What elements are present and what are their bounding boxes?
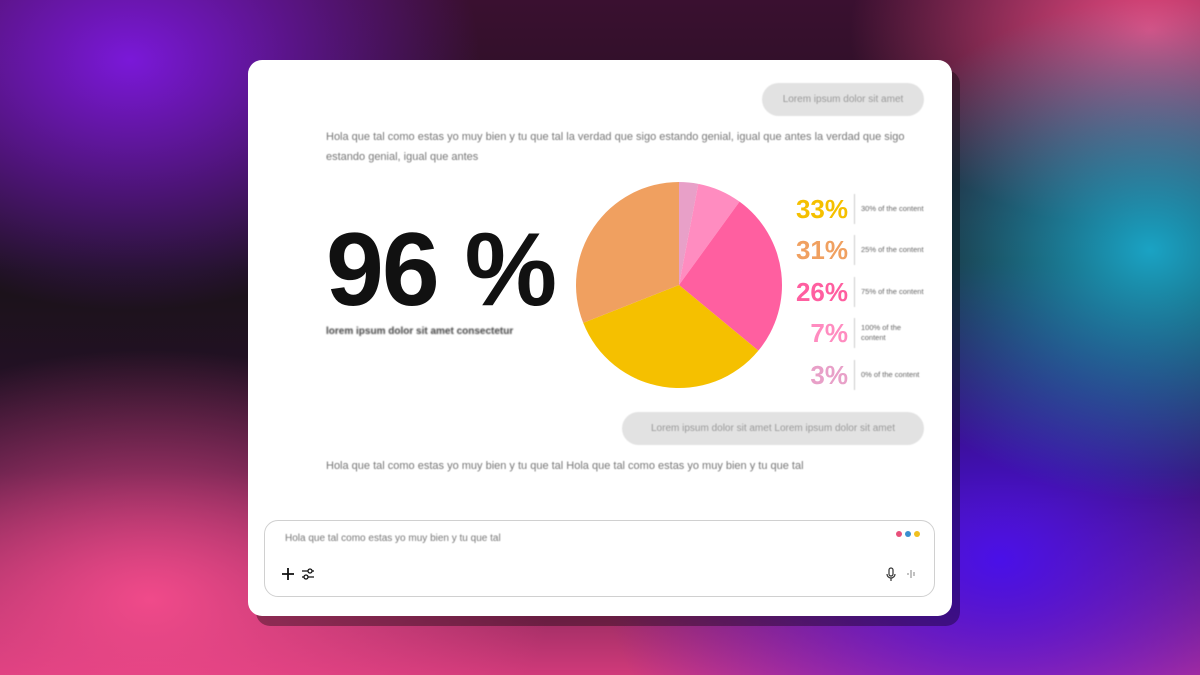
- legend-label: 30% of the content: [854, 193, 924, 224]
- chat-window: Lorem ipsum dolor sit amet Hola que tal …: [248, 60, 952, 616]
- legend-percent: 33%: [795, 193, 848, 224]
- pie-chart: [576, 182, 782, 388]
- stat-value: 96 %: [326, 212, 557, 328]
- dot: [896, 531, 902, 537]
- sliders-icon[interactable]: [301, 567, 315, 581]
- legend-percent: 31%: [795, 235, 848, 266]
- legend-label: 25% of the content: [854, 235, 924, 266]
- assistant-message: Hola que tal como estas yo muy bien y tu…: [326, 131, 905, 163]
- pie-legend: 33% 30% of the content 31% 25% of the conte…: [788, 188, 938, 396]
- plus-icon[interactable]: [281, 567, 295, 581]
- composer-input[interactable]: Hola que tal como estas yo muy bien y tu…: [285, 533, 501, 544]
- dot: [914, 531, 920, 537]
- dot: [905, 531, 911, 537]
- assistant-message: Hola que tal como estas yo muy bien y tu…: [326, 460, 804, 472]
- user-message: Lorem ipsum dolor sit amet Lorem ipsum d…: [622, 412, 924, 445]
- microphone-icon[interactable]: [885, 567, 897, 581]
- user-message: Lorem ipsum dolor sit amet: [762, 83, 924, 116]
- pie-slice: [576, 182, 679, 323]
- pie-slice: [679, 201, 782, 351]
- legend-item: 26% 75% of the content: [788, 271, 938, 313]
- legend-item: 7% 100% of the content: [788, 313, 938, 355]
- pie-slice: [583, 285, 759, 388]
- legend-percent: 7%: [810, 318, 848, 349]
- legend-label: 0% of the content: [854, 359, 924, 390]
- waveform-icon[interactable]: [905, 568, 917, 580]
- composer[interactable]: Hola que tal como estas yo muy bien y tu…: [264, 520, 935, 597]
- legend-label: 75% of the content: [854, 276, 924, 307]
- legend-item: 3% 0% of the content: [788, 354, 938, 396]
- legend-item: 31% 25% of the content: [788, 230, 938, 272]
- legend-percent: 26%: [795, 276, 848, 307]
- assistant-dots-icon: [896, 531, 920, 537]
- legend-label: 100% of the content: [854, 318, 924, 349]
- pie-slice: [679, 183, 740, 285]
- legend-item: 33% 30% of the content: [788, 188, 938, 230]
- pie-slice: [679, 182, 699, 285]
- stat-caption: lorem ipsum dolor sit amet consectetur: [326, 326, 514, 337]
- legend-percent: 3%: [810, 359, 848, 390]
